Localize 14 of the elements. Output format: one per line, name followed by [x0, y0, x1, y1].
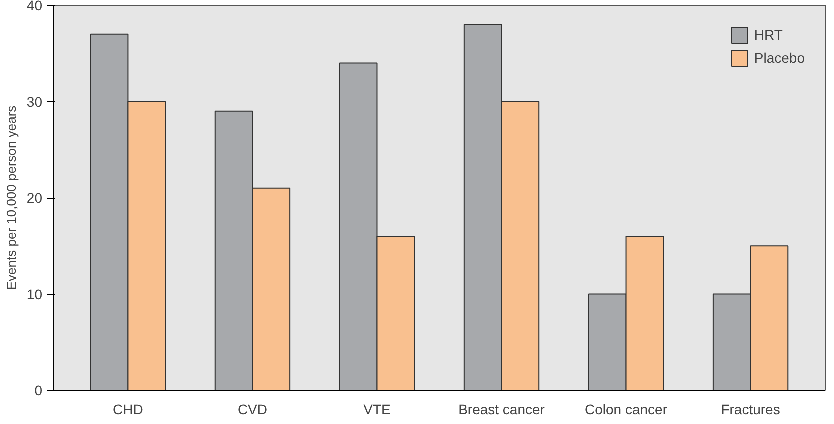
x-tick-label: CHD [113, 402, 144, 418]
y-tick-label: 10 [26, 286, 43, 302]
y-tick-label: 0 [34, 382, 43, 398]
x-tick-label: Breast cancer [458, 402, 546, 418]
y-axis-title: Events per 10,000 person years [4, 105, 19, 290]
y-tick-label: 40 [26, 0, 43, 14]
y-tick-label: 30 [26, 94, 43, 110]
legend-label: HRT [754, 27, 783, 43]
x-tick-label: CVD [238, 402, 268, 418]
x-tick-label: Colon cancer [585, 402, 668, 418]
y-tick-label: 20 [26, 190, 43, 206]
x-tick-label: VTE [364, 402, 391, 418]
legend-label: Placebo [754, 50, 805, 66]
x-tick-label: Fractures [721, 402, 780, 418]
